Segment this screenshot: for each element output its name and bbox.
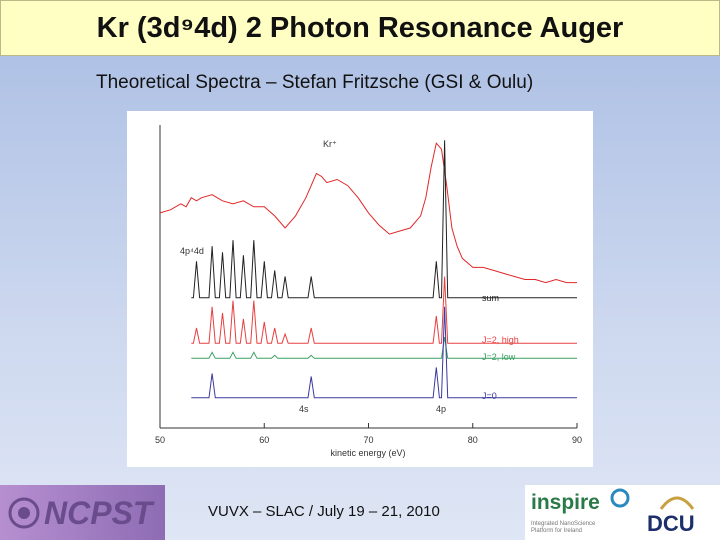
peak-annotation: 4p: [436, 404, 446, 414]
series-label: J=0: [482, 391, 497, 401]
chart: kinetic energy (eV) 50 60 70 80 90 Kr⁺ sum J=2,…: [127, 111, 593, 467]
x-tick-label: 80: [468, 435, 478, 445]
series-label: J=2, high: [482, 335, 519, 345]
x-tick-label: 70: [363, 435, 373, 445]
ncpst-logo: NCPST: [0, 485, 165, 540]
slide-subtitle: Theoretical Spectra – Stefan Fritzsche (…: [96, 72, 534, 93]
partner-logos: inspire Integrated NanoScience Platform …: [525, 485, 720, 540]
inspire-tagline: Integrated NanoScience Platform for Irel…: [531, 521, 596, 534]
peak-annotation: 4p⁴4d: [180, 246, 204, 256]
slide-title: Kr (3d⁹4d) 2 Photon Resonance Auger: [0, 0, 720, 56]
spectrum-line: [191, 276, 577, 344]
inspire-logo: inspire: [531, 491, 600, 514]
dcu-icon: [659, 496, 695, 510]
x-tick-label: 50: [155, 435, 165, 445]
ncpst-icon: [8, 497, 40, 529]
series-label: sum: [482, 293, 499, 303]
footer-text: VUVX – SLAC / July 19 – 21, 2010: [208, 503, 440, 520]
spectrum-line: [159, 142, 577, 284]
inspire-icon: [610, 488, 630, 508]
spectrum-line: [191, 140, 577, 299]
spectrum-line: [191, 306, 577, 399]
series-label: Kr⁺: [323, 139, 337, 149]
x-axis-label: kinetic energy (eV): [330, 448, 405, 458]
figure-background: [127, 111, 593, 467]
spectrum-line: [191, 337, 577, 359]
ncpst-text: NCPST: [44, 495, 153, 531]
series-label: J=2, low: [482, 352, 516, 362]
x-tick-label: 90: [572, 435, 582, 445]
x-tick-label: 60: [259, 435, 269, 445]
dcu-logo: DCU: [647, 511, 695, 536]
peak-annotation: 4s: [299, 404, 309, 414]
